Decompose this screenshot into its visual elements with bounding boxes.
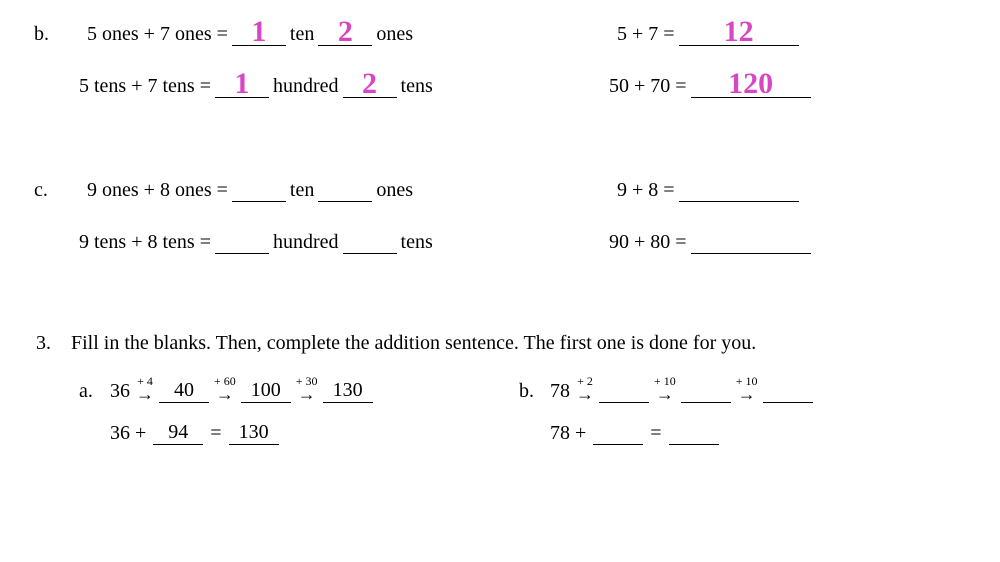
q3a-letter: a. bbox=[71, 380, 106, 403]
c-line1-lhs: 9 ones + 8 ones = bbox=[87, 179, 228, 202]
b-line2-eq-ans: 120 bbox=[728, 69, 773, 99]
q3a-sum-mid: 94 bbox=[153, 421, 203, 445]
q3a-step3: + 30 → bbox=[296, 375, 318, 403]
q3a-step2: + 60 → bbox=[214, 375, 236, 403]
c-line1-eq: 9 + 8 = bbox=[617, 179, 675, 202]
arrow-icon: → bbox=[576, 385, 594, 403]
c-line1-eq-blank bbox=[679, 176, 799, 202]
q3b-sum-blank2 bbox=[669, 421, 719, 445]
arrow-icon: → bbox=[738, 385, 756, 403]
b-line1-blank2: 2 bbox=[318, 20, 372, 46]
q3a-arrows: a. 36 + 4 → 40 + 60 → 100 + 30 → 130 b. … bbox=[30, 375, 970, 403]
q3a-val1: 40 bbox=[159, 379, 209, 403]
b-line1-eq-ans: 12 bbox=[724, 17, 754, 47]
c-line2-end: tens bbox=[401, 231, 433, 254]
c-line1-mid: ten bbox=[290, 179, 314, 202]
b-line1-ans1: 1 bbox=[251, 17, 266, 47]
b-line1-end: ones bbox=[376, 23, 413, 46]
b-line1-mid: ten bbox=[290, 23, 314, 46]
c-line1-blank1 bbox=[232, 176, 286, 202]
b-line2-mid: hundred bbox=[273, 75, 339, 98]
arrow-icon: → bbox=[656, 385, 674, 403]
q3b-blank1 bbox=[599, 379, 649, 403]
q3-intro: 3. Fill in the blanks. Then, complete th… bbox=[30, 332, 970, 355]
c-line2-blank2 bbox=[343, 228, 397, 254]
problem-b-letter: b. bbox=[34, 23, 79, 46]
q3b-step1: + 2 → bbox=[576, 375, 594, 403]
b-line1-blank1: 1 bbox=[232, 20, 286, 46]
b-line2-ans2: 2 bbox=[362, 69, 377, 99]
c-line1-end: ones bbox=[376, 179, 413, 202]
b-line1-eq-blank: 12 bbox=[679, 20, 799, 46]
q3b-blank3 bbox=[763, 379, 813, 403]
b-line2-end: tens bbox=[401, 75, 433, 98]
q3a-val2: 100 bbox=[241, 379, 291, 403]
q3b-sum-blank1 bbox=[593, 421, 643, 445]
problem-b-line1: b. 5 ones + 7 ones = 1 ten 2 ones 5 + 7 … bbox=[30, 20, 970, 46]
c-line2-mid: hundred bbox=[273, 231, 339, 254]
q3b-step3: + 10 → bbox=[736, 375, 758, 403]
c-line1-blank2 bbox=[318, 176, 372, 202]
q3a-step1: + 4 → bbox=[136, 375, 154, 403]
b-line1-ans2: 2 bbox=[338, 17, 353, 47]
b-line2-eq-blank: 120 bbox=[691, 72, 811, 98]
q3a-sum-lhs: 36 + bbox=[110, 422, 146, 445]
q3a-val3: 130 bbox=[323, 379, 373, 403]
q3a-start: 36 bbox=[110, 380, 130, 403]
b-line2-blank1: 1 bbox=[215, 72, 269, 98]
q3-sum-row: 36 + 94 = 130 78 + = bbox=[30, 421, 970, 445]
q3b-sum-eq: = bbox=[650, 422, 661, 445]
b-line2-lhs: 5 tens + 7 tens = bbox=[79, 75, 211, 98]
arrow-icon: → bbox=[216, 385, 234, 403]
c-line2-lhs: 9 tens + 8 tens = bbox=[79, 231, 211, 254]
c-line2-blank1 bbox=[215, 228, 269, 254]
q3b-step2: + 10 → bbox=[654, 375, 676, 403]
q3-text: Fill in the blanks. Then, complete the a… bbox=[71, 332, 756, 355]
b-line1-eq: 5 + 7 = bbox=[617, 23, 675, 46]
problem-c-letter: c. bbox=[34, 179, 79, 202]
b-line2-eq: 50 + 70 = bbox=[609, 75, 687, 98]
q3b-sum-lhs: 78 + bbox=[550, 422, 586, 445]
problem-c-line1: c. 9 ones + 8 ones = ten ones 9 + 8 = bbox=[30, 176, 970, 202]
q3b-blank2 bbox=[681, 379, 731, 403]
q3b-letter: b. bbox=[511, 380, 546, 403]
b-line1-lhs: 5 ones + 7 ones = bbox=[87, 23, 228, 46]
problem-b-line2: 5 tens + 7 tens = 1 hundred 2 tens 50 + … bbox=[30, 72, 970, 98]
q3-number: 3. bbox=[36, 332, 71, 355]
arrow-icon: → bbox=[136, 385, 154, 403]
q3a-sum-ans: 130 bbox=[229, 421, 279, 445]
problem-c-line2: 9 tens + 8 tens = hundred tens 90 + 80 = bbox=[30, 228, 970, 254]
b-line2-blank2: 2 bbox=[343, 72, 397, 98]
q3b-start: 78 bbox=[550, 380, 570, 403]
c-line2-eq: 90 + 80 = bbox=[609, 231, 687, 254]
q3a-sum-eq: = bbox=[210, 422, 221, 445]
c-line2-eq-blank bbox=[691, 228, 811, 254]
b-line2-ans1: 1 bbox=[235, 69, 250, 99]
arrow-icon: → bbox=[298, 385, 316, 403]
